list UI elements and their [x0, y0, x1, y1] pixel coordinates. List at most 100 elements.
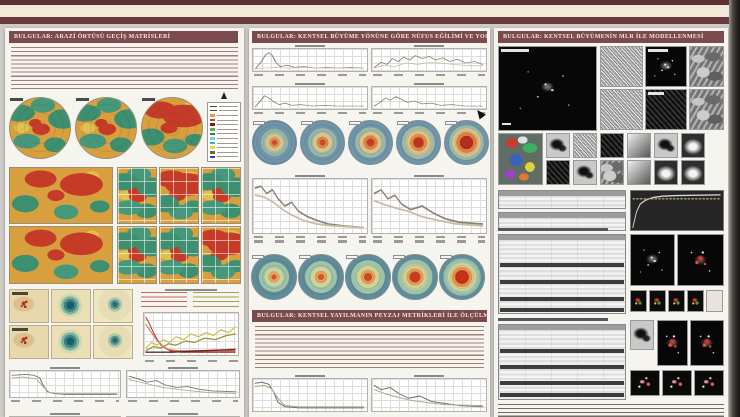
north-arrow-icon	[221, 92, 227, 99]
population-profile-chart	[371, 82, 487, 118]
table-header-row	[499, 325, 625, 330]
poster-top-border-band	[0, 0, 740, 24]
land-cover-circle-map-3	[141, 97, 203, 159]
chart-legend	[254, 236, 366, 239]
matrix-grid-overlay	[202, 168, 240, 223]
legend-item	[208, 113, 240, 118]
urban-density-circle-map	[251, 254, 297, 300]
legend-swatch	[210, 141, 215, 145]
chart-title	[413, 45, 445, 47]
model-fit-table	[498, 190, 626, 209]
map-year-label	[299, 255, 311, 259]
predictor-thumbnail	[654, 160, 678, 185]
panel-land-cover-transition: BULGULAR: ARAZİ ÖRTÜSÜ GEÇİŞ MATRİSLERİ	[5, 28, 244, 417]
dependent-variable-map	[498, 46, 597, 131]
population-profile-chart	[252, 44, 368, 80]
legend-item	[208, 150, 240, 155]
legend-item	[208, 132, 240, 137]
table-header-row	[499, 235, 625, 240]
kernel-density-map	[51, 289, 91, 323]
predictor-thumbnail	[627, 133, 651, 158]
highlighted-row	[500, 393, 624, 397]
classified-land-map	[498, 133, 543, 185]
map-year-label	[253, 121, 265, 125]
highlighted-row	[500, 365, 624, 369]
map-title-label	[648, 49, 668, 52]
urban-density-circle-map	[392, 254, 438, 300]
map-year-label	[445, 121, 457, 125]
legend-swatch	[210, 150, 215, 154]
map-year-label	[393, 255, 405, 259]
section-header: BULGULAR: ARAZİ ÖRTÜSÜ GEÇİŞ MATRİSLERİ	[9, 31, 238, 43]
transition-matrix-map	[159, 167, 199, 224]
legend-swatch	[210, 146, 215, 149]
line-symbol-icon	[210, 105, 217, 107]
highlighted-row	[500, 280, 624, 284]
section-header-text: BULGULAR: ARAZİ ÖRTÜSÜ GEÇİŞ MATRİSLERİ	[14, 34, 171, 40]
chart-legend	[254, 74, 366, 77]
section-header-text: BULGULAR: KENTSEL BÜYÜME YÖNÜNE GÖRE NÜF…	[257, 34, 487, 40]
metric-chart	[9, 366, 121, 410]
section-header-text: BULGULAR: KENTSEL BÜYÜMENİN MLR İLE MODE…	[503, 34, 704, 40]
legend-item	[208, 122, 240, 127]
mlr-coefficients-table	[498, 234, 626, 314]
prediction-map	[694, 370, 724, 396]
table-title	[498, 318, 608, 321]
body-paragraph	[11, 47, 238, 92]
scale-bar	[502, 123, 511, 125]
highlighted-row	[500, 349, 624, 353]
transition-matrix-map	[201, 167, 241, 224]
urban-density-circle-map	[439, 254, 485, 300]
predictor-thumbnail	[627, 160, 651, 185]
legend-item	[208, 118, 240, 123]
validation-thumbnail	[649, 290, 666, 312]
predictor-raster	[689, 89, 724, 130]
map-year-label	[349, 121, 361, 125]
simulation-thumbnail	[630, 320, 654, 350]
transition-matrix-map	[201, 226, 241, 284]
legend-swatch	[210, 155, 215, 159]
body-paragraph	[498, 404, 724, 417]
map-year-label	[301, 121, 313, 125]
map-year-label	[76, 98, 89, 101]
validation-legend	[706, 290, 723, 312]
map-year-label	[440, 255, 452, 259]
matrix-grid-overlay	[118, 168, 156, 223]
map-year-label	[142, 98, 155, 101]
validation-thumbnail	[668, 290, 685, 312]
table-header-row	[499, 191, 625, 196]
predictor-raster	[645, 46, 687, 87]
urban-growth-circle-map	[348, 120, 393, 165]
chart-legend	[254, 240, 366, 243]
map-year-label	[252, 255, 264, 259]
matrix-grid-overlay	[160, 168, 198, 223]
predictor-thumbnail	[600, 160, 624, 185]
predictor-thumbnail	[681, 133, 705, 158]
chart-plot-area	[126, 370, 240, 398]
chart-legend-column	[141, 292, 187, 310]
chart-title	[168, 413, 198, 415]
transition-map-wide-2	[9, 226, 113, 284]
chart-plot-area	[252, 378, 368, 412]
chart-legend	[373, 112, 485, 115]
highlighted-row	[500, 308, 624, 312]
map-year-label	[10, 98, 23, 101]
predictor-thumbnail	[654, 133, 678, 158]
simulation-map	[630, 234, 675, 286]
land-cover-circle-map-1	[9, 97, 71, 159]
chart-plot-area	[252, 86, 368, 110]
chart-title	[50, 367, 80, 369]
kernel-density-map	[93, 325, 133, 359]
metric-chart	[126, 412, 240, 417]
predictor-thumbnail	[681, 160, 705, 185]
chart-legend	[373, 74, 485, 77]
urban-density-circle-map	[298, 254, 344, 300]
urban-growth-circle-map	[300, 120, 345, 165]
chart-title	[413, 83, 445, 85]
simulation-map	[657, 320, 688, 366]
chart-plot-area	[371, 48, 487, 72]
chart-title	[413, 375, 445, 377]
chart-title	[294, 45, 326, 47]
roc-curve-chart	[630, 190, 724, 231]
body-paragraph	[255, 326, 484, 370]
